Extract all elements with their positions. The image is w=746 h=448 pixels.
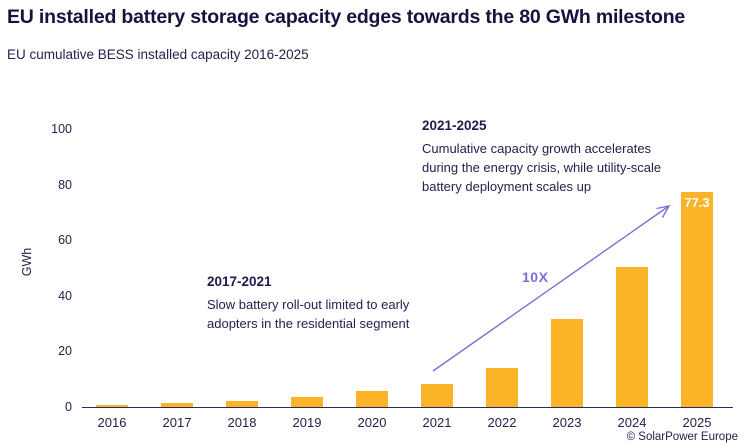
annotation-body: Cumulative capacity growth accelerates d… <box>422 141 662 194</box>
x-tick-label: 2024 <box>617 415 647 430</box>
bar-2021 <box>421 383 453 407</box>
y-axis-title: GWh <box>20 247 34 277</box>
y-tick-label: 100 <box>51 122 72 136</box>
annotation-2021-2025: 2021-2025 Cumulative capacity growth acc… <box>422 116 667 196</box>
x-tick-label: 2017 <box>162 415 192 430</box>
growth-multiplier-label: 10X <box>522 269 549 285</box>
chart-subtitle: EU cumulative BESS installed capacity 20… <box>7 47 309 62</box>
bar-2025: 77.3 <box>681 192 713 407</box>
bar-2023 <box>551 319 583 407</box>
plot-area: 0 20 40 60 80 100 2016 2017 2018 2019 2020 2021 2022… <box>51 122 733 430</box>
x-tick-label: 2020 <box>357 415 387 430</box>
x-tick-label: 2016 <box>97 415 127 430</box>
bar-2017 <box>161 403 193 407</box>
x-tick-label: 2018 <box>227 415 257 430</box>
bar-2024 <box>616 266 648 407</box>
x-tick-label: 2025 <box>682 415 712 430</box>
annotation-heading: 2017-2021 <box>207 274 272 289</box>
bar-2018 <box>226 400 258 407</box>
chart-title: EU installed battery storage capacity ed… <box>7 6 686 28</box>
annotation-2017-2021: 2017-2021 Slow battery roll-out limited … <box>207 272 432 333</box>
annotation-heading: 2021-2025 <box>422 118 487 133</box>
x-tick-label: 2022 <box>487 415 517 430</box>
bar-2019 <box>291 397 323 407</box>
y-tick-label: 0 <box>65 400 72 414</box>
y-tick-label: 80 <box>58 177 72 192</box>
bar-2016 <box>96 405 128 407</box>
annotation-body: Slow battery roll-out limited to early a… <box>207 297 410 331</box>
bar-2020 <box>356 391 388 407</box>
x-tick-label: 2019 <box>292 415 322 430</box>
x-axis-line <box>82 406 733 408</box>
x-tick-label: 2023 <box>552 415 582 430</box>
growth-arrow-icon <box>432 205 671 372</box>
x-tick-label: 2021 <box>422 415 452 430</box>
y-tick-label: 20 <box>58 344 72 359</box>
bar-2022 <box>486 368 518 407</box>
source-attribution: © SolarPower Europe <box>626 431 738 443</box>
bar-value-label: 77.3 <box>684 195 710 211</box>
y-tick-label: 40 <box>58 288 72 303</box>
y-tick-label: 60 <box>58 233 72 248</box>
